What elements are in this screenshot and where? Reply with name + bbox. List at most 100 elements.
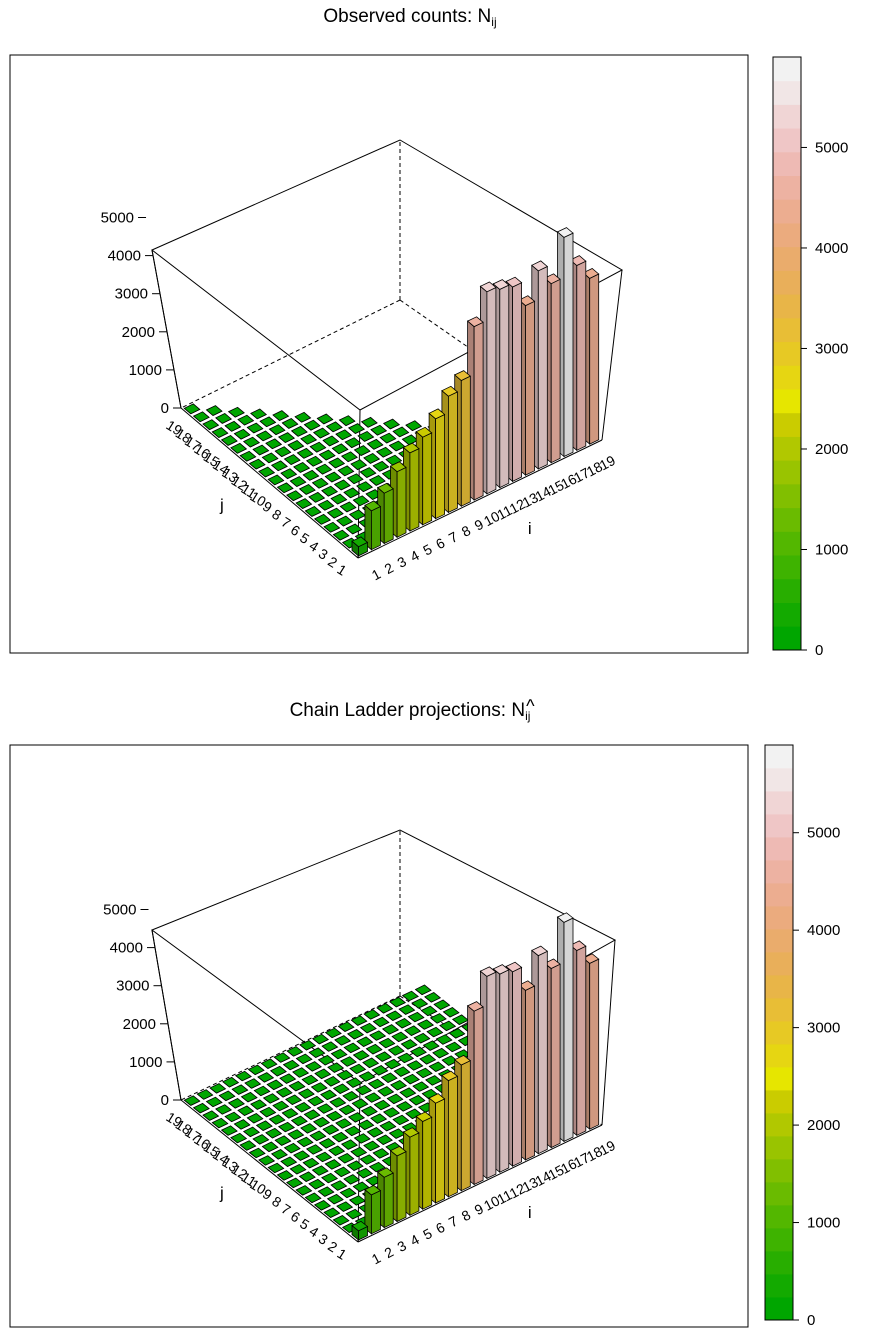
bar bbox=[316, 413, 334, 425]
bar-face-top bbox=[352, 495, 370, 507]
bar-face-top bbox=[253, 1085, 271, 1097]
bar bbox=[281, 418, 299, 429]
bar bbox=[425, 1075, 443, 1086]
bar-face-top bbox=[281, 418, 299, 429]
bar-face-top bbox=[350, 1146, 368, 1158]
colorbar-tick-label: 3000 bbox=[815, 340, 848, 357]
bar bbox=[339, 1056, 357, 1067]
bar-face-top bbox=[556, 912, 574, 923]
bar bbox=[307, 1095, 325, 1107]
bar-face-top bbox=[313, 1200, 332, 1211]
bar-face-top bbox=[265, 1127, 283, 1139]
bar bbox=[308, 1047, 326, 1058]
bar bbox=[356, 1167, 374, 1179]
bar-face-top bbox=[415, 426, 433, 438]
bar-face-top bbox=[429, 1013, 447, 1024]
bar-face-top bbox=[231, 1084, 249, 1095]
bar-face-top bbox=[406, 1060, 424, 1071]
bar bbox=[308, 491, 326, 503]
bar bbox=[209, 1083, 227, 1094]
bar-face-top bbox=[402, 1127, 420, 1138]
bar-face-top bbox=[258, 466, 276, 478]
bar-face-top bbox=[330, 1048, 348, 1060]
bar-face-top bbox=[342, 1091, 360, 1102]
bar bbox=[392, 1114, 410, 1126]
bar bbox=[267, 1162, 285, 1174]
bar bbox=[276, 482, 294, 494]
bar-face-front bbox=[486, 971, 497, 1180]
bar bbox=[282, 1059, 300, 1071]
chart-title: Chain Ladder projections: Nij bbox=[0, 696, 820, 723]
bar-face-top bbox=[428, 408, 446, 420]
colorbar-swatch bbox=[765, 952, 793, 976]
bar-face-top bbox=[315, 463, 333, 475]
bar bbox=[355, 1084, 373, 1096]
bar-face-top bbox=[308, 491, 326, 503]
i-tick-label: 15 bbox=[545, 1161, 566, 1183]
i-tick-label: 3 bbox=[395, 1237, 410, 1255]
bar-face-top bbox=[321, 1041, 339, 1052]
bar-face-top bbox=[492, 964, 510, 975]
colorbar-tick-label: 0 bbox=[807, 1312, 815, 1329]
bar-face-top bbox=[364, 500, 382, 512]
bar bbox=[382, 1107, 401, 1118]
bar bbox=[288, 1080, 306, 1092]
bar bbox=[293, 462, 311, 473]
bar bbox=[250, 1099, 268, 1110]
bar-face-top bbox=[301, 1074, 319, 1086]
bar bbox=[224, 420, 242, 432]
bar-face-top bbox=[393, 1066, 411, 1077]
bar bbox=[294, 411, 312, 423]
colorbar-swatch bbox=[765, 1021, 793, 1045]
bar bbox=[363, 1140, 381, 1152]
bar-face-front bbox=[422, 1116, 433, 1210]
bar bbox=[295, 1185, 313, 1196]
bar bbox=[347, 423, 366, 434]
bar bbox=[352, 1050, 370, 1061]
bar bbox=[352, 495, 370, 507]
bar bbox=[286, 490, 304, 502]
bar-face-top bbox=[224, 420, 242, 432]
bar bbox=[255, 1120, 273, 1131]
bar bbox=[414, 984, 432, 996]
bar-face-top bbox=[327, 1062, 345, 1073]
bar bbox=[375, 1134, 393, 1145]
bar-face-top bbox=[308, 1047, 326, 1058]
colorbar-tick-label: 4000 bbox=[815, 240, 848, 257]
colorbar-swatch bbox=[773, 294, 801, 319]
bar bbox=[318, 1138, 336, 1149]
bar-face-top bbox=[268, 424, 286, 436]
bar-face-top bbox=[348, 509, 367, 521]
bar-face-top bbox=[272, 410, 290, 421]
bar-face-top bbox=[317, 1054, 335, 1066]
bar-face-top bbox=[318, 1138, 336, 1149]
colorbar-swatch bbox=[765, 814, 793, 838]
bar-face-top bbox=[339, 1056, 357, 1067]
bar bbox=[395, 1101, 413, 1112]
bar bbox=[248, 1147, 266, 1159]
bar-face-top bbox=[247, 1064, 265, 1076]
bar-face-top bbox=[407, 1011, 425, 1023]
colorbar-swatch bbox=[765, 1136, 793, 1160]
bar-face-top bbox=[311, 1165, 329, 1176]
bar-face-top bbox=[286, 490, 304, 502]
bar-face-top bbox=[230, 442, 248, 454]
bar-face-top bbox=[386, 1093, 404, 1105]
bar-face-top bbox=[359, 1154, 377, 1165]
bar bbox=[332, 529, 350, 541]
plot-frame bbox=[9, 744, 749, 1328]
bar-face-front bbox=[589, 958, 600, 1130]
bar-face-top bbox=[416, 1019, 435, 1030]
bar bbox=[183, 403, 201, 415]
chart-panel-projections: Chain Ladder projections: Nij 0100020003… bbox=[0, 670, 873, 1340]
bar bbox=[344, 437, 362, 449]
bar bbox=[407, 1011, 425, 1023]
bar-face-top bbox=[309, 1130, 327, 1142]
bar-face-top bbox=[270, 460, 288, 472]
bar-face-top bbox=[310, 1082, 328, 1093]
bar bbox=[381, 1024, 400, 1035]
bar-face-top bbox=[357, 1119, 375, 1131]
bar-face-front bbox=[537, 265, 548, 470]
bar-face-top bbox=[222, 1076, 240, 1088]
bar-face-top bbox=[388, 440, 406, 452]
